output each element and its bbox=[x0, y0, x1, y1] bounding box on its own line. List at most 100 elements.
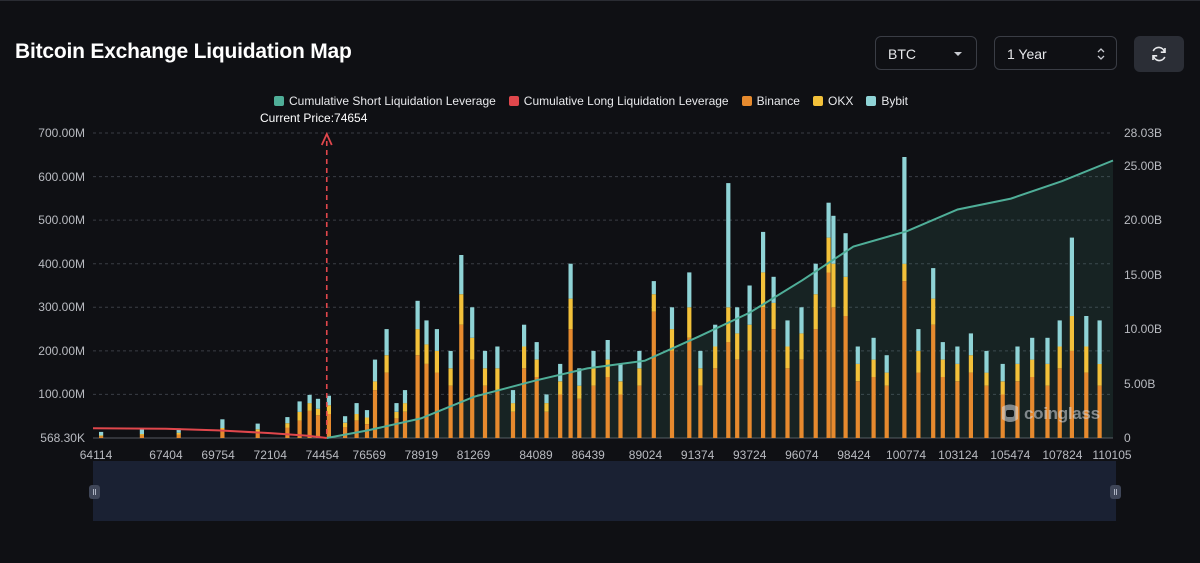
bar-binance bbox=[482, 385, 488, 438]
bar-okx bbox=[916, 350, 921, 373]
bar-bybit bbox=[255, 423, 260, 430]
bar-binance bbox=[785, 368, 790, 438]
legend-item[interactable]: OKX bbox=[812, 94, 854, 108]
coin-select[interactable]: BTC bbox=[875, 36, 977, 70]
bar-okx bbox=[1057, 346, 1062, 369]
y-axis-right-tick-label: 25.00B bbox=[1124, 158, 1163, 173]
bar-okx bbox=[826, 237, 831, 273]
bar-okx bbox=[1030, 359, 1035, 377]
bar-binance bbox=[558, 394, 563, 438]
bar-bybit bbox=[831, 215, 836, 264]
bar-okx bbox=[902, 263, 907, 282]
bar-binance bbox=[394, 418, 399, 438]
bar-binance bbox=[591, 385, 596, 438]
bar-binance bbox=[698, 385, 703, 438]
x-axis-tick-label: 107824 bbox=[1042, 448, 1083, 462]
bar-bybit bbox=[651, 281, 656, 295]
bar-okx bbox=[99, 435, 104, 437]
bar-bybit bbox=[394, 403, 399, 412]
bar-okx bbox=[402, 403, 408, 412]
bar-okx bbox=[495, 368, 500, 391]
bar-binance bbox=[255, 431, 260, 438]
legend-swatch bbox=[508, 96, 519, 106]
bar-okx bbox=[568, 298, 573, 330]
legend-label: Cumulative Long Liquidation Leverage bbox=[523, 94, 729, 108]
bar-okx bbox=[307, 403, 312, 411]
y-axis-left-tick-label: 500.00M bbox=[38, 213, 85, 228]
x-axis-tick-label: 64114 bbox=[79, 448, 113, 462]
bar-binance bbox=[884, 385, 889, 438]
y-axis-right-tick-label: 5.00B bbox=[1124, 376, 1156, 391]
zoom-slider-right-handle[interactable] bbox=[1110, 485, 1121, 499]
legend-swatch bbox=[866, 96, 877, 106]
bar-bybit bbox=[544, 394, 549, 404]
bar-binance bbox=[843, 316, 848, 438]
bar-okx bbox=[785, 346, 790, 369]
x-axis-tick-label: 67404 bbox=[149, 448, 183, 462]
zoom-slider-track[interactable] bbox=[93, 461, 1116, 521]
coin-select-value: BTC bbox=[888, 46, 916, 62]
bar-okx bbox=[415, 329, 420, 356]
bar-binance bbox=[813, 329, 818, 438]
bar-binance bbox=[343, 427, 348, 438]
y-axis-right-tick-label: 15.00B bbox=[1124, 267, 1163, 282]
chart-legend: Cumulative Short Liquidation Leverage Cum… bbox=[274, 92, 921, 110]
bar-binance bbox=[726, 342, 731, 438]
bar-bybit bbox=[424, 320, 429, 345]
zoom-slider-left-handle[interactable] bbox=[89, 485, 100, 499]
bar-binance bbox=[637, 385, 642, 438]
bar-binance bbox=[618, 394, 623, 438]
bar-okx bbox=[364, 417, 370, 424]
bar-bybit bbox=[459, 255, 464, 295]
bar-bybit bbox=[1015, 346, 1020, 364]
bar-bybit bbox=[307, 394, 312, 404]
coinglass-logo-icon bbox=[1002, 404, 1018, 422]
bar-bybit bbox=[799, 307, 804, 334]
x-axis-tick-label: 69754 bbox=[201, 448, 235, 462]
bar-binance bbox=[285, 427, 290, 438]
legend-item[interactable]: Cumulative Short Liquidation Leverage bbox=[274, 94, 496, 108]
bar-bybit bbox=[364, 410, 370, 418]
bar-binance bbox=[415, 355, 420, 438]
bar-binance bbox=[495, 390, 500, 438]
refresh-button[interactable] bbox=[1134, 36, 1184, 72]
bar-bybit bbox=[735, 307, 740, 334]
legend-swatch bbox=[274, 96, 284, 106]
bar-binance bbox=[544, 411, 549, 438]
bar-okx bbox=[297, 411, 302, 421]
legend-swatch bbox=[741, 96, 752, 106]
range-select[interactable]: 1 Year bbox=[994, 36, 1117, 70]
bar-okx bbox=[955, 363, 960, 382]
bar-binance bbox=[402, 411, 408, 438]
legend-item[interactable]: Bybit bbox=[866, 94, 908, 108]
bar-okx bbox=[139, 434, 144, 436]
bar-okx bbox=[735, 333, 740, 360]
bar-binance bbox=[448, 385, 453, 438]
bar-bybit bbox=[726, 183, 731, 308]
x-axis-tick-label: 81269 bbox=[456, 448, 491, 462]
y-axis-left-tick-label: 200.00M bbox=[38, 343, 85, 358]
bar-bybit bbox=[785, 320, 790, 347]
bar-binance bbox=[459, 324, 464, 438]
legend-label: OKX bbox=[827, 94, 854, 108]
bar-okx bbox=[713, 346, 718, 369]
bar-okx bbox=[771, 302, 776, 329]
bar-bybit bbox=[761, 231, 766, 273]
bar-binance bbox=[326, 414, 331, 438]
current-price-arrow-icon bbox=[320, 131, 333, 146]
watermark-text: coinglass bbox=[1024, 404, 1100, 423]
bar-bybit bbox=[1030, 337, 1035, 360]
bar-okx bbox=[884, 372, 889, 386]
legend-item[interactable]: Binance bbox=[741, 94, 800, 108]
bar-okx bbox=[544, 403, 549, 412]
bar-bybit bbox=[285, 417, 290, 424]
bar-okx bbox=[534, 359, 539, 377]
bar-binance bbox=[916, 372, 921, 438]
bar-bybit bbox=[568, 263, 573, 299]
x-axis-tick-label: 84089 bbox=[519, 448, 553, 462]
legend-item[interactable]: Cumulative Long Liquidation Leverage bbox=[508, 94, 729, 108]
bar-binance bbox=[354, 420, 359, 438]
bar-binance bbox=[902, 281, 907, 438]
bar-okx bbox=[591, 368, 596, 386]
